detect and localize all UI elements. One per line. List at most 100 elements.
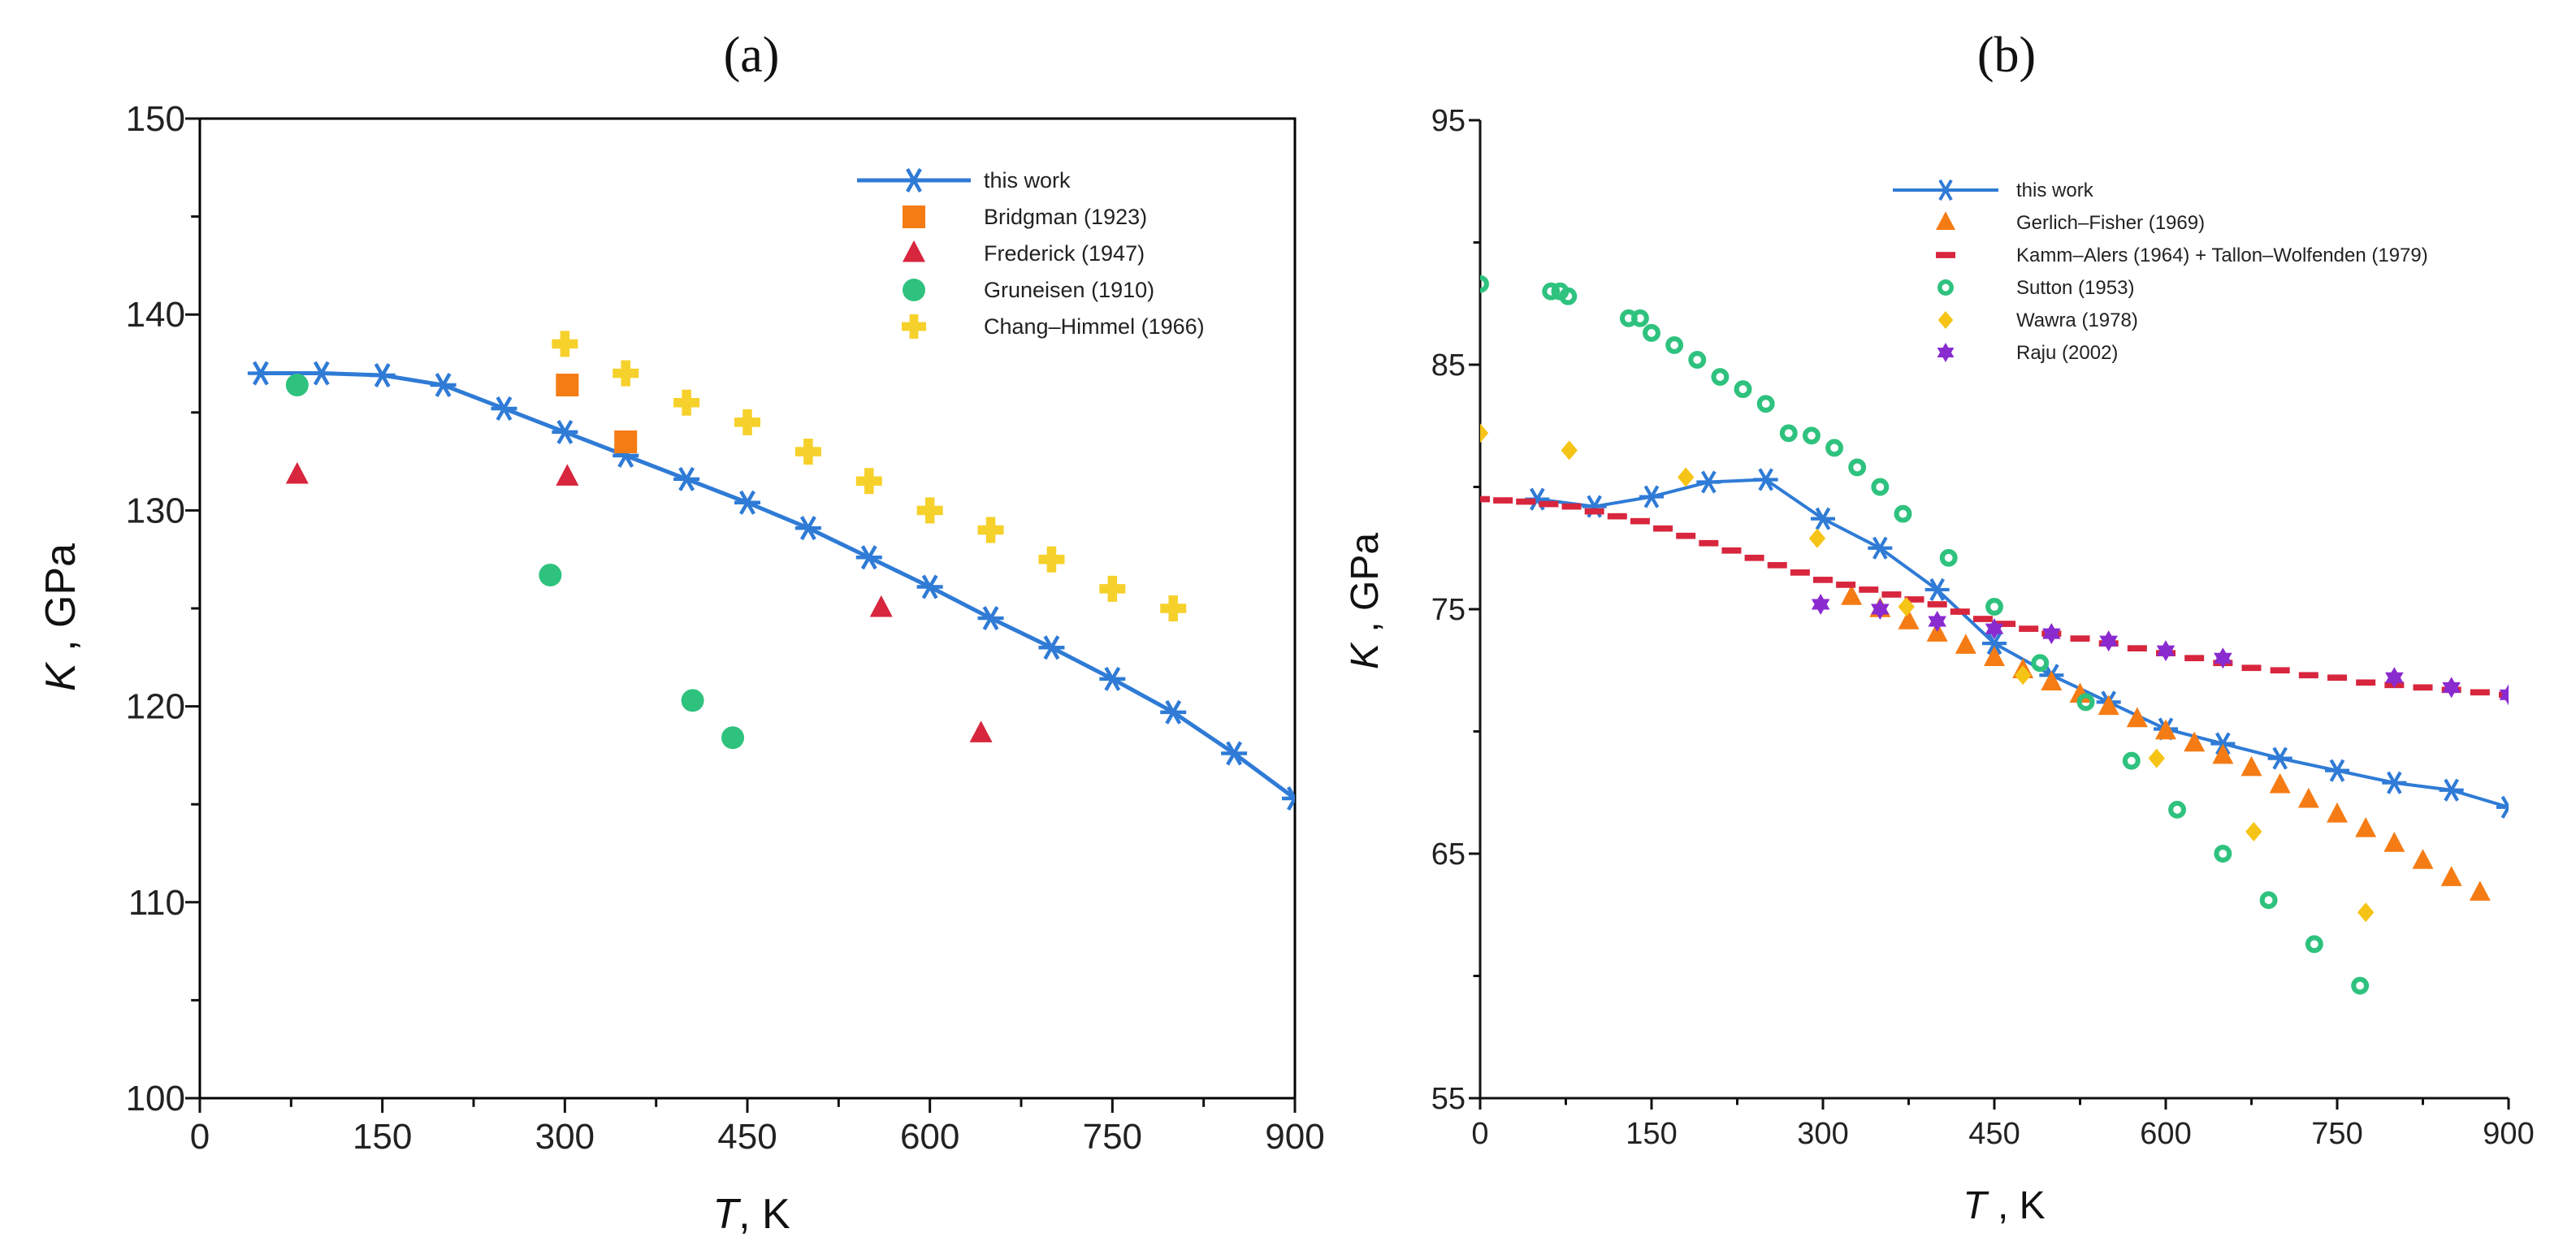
data-point xyxy=(1982,632,2007,655)
y-axis-title: K , GPa xyxy=(1344,533,1387,669)
x-axis-variable: T xyxy=(1963,1184,1989,1227)
data-point xyxy=(1561,440,1578,461)
legend-swatch xyxy=(1937,343,1955,362)
data-point xyxy=(977,517,1004,543)
x-tick-label: 750 xyxy=(2311,1117,2362,1151)
legend-swatch xyxy=(1936,252,1955,258)
data-point xyxy=(2041,670,2063,691)
legend-label: Wawra (1978) xyxy=(2016,309,2138,331)
data-point xyxy=(2148,748,2165,768)
series-line xyxy=(260,371,1295,800)
data-point xyxy=(2168,800,2187,819)
data-point xyxy=(1542,282,1561,301)
data-point xyxy=(2070,635,2090,642)
legend: this work Gerlich–Fisher (1969) Kamm–Alers… xyxy=(1893,179,2428,364)
data-point xyxy=(1630,517,1650,525)
data-point xyxy=(734,409,760,435)
data-point xyxy=(794,439,821,465)
data-point xyxy=(2470,689,2490,696)
legend-item: Bridgman (1923) xyxy=(903,205,1147,229)
x-tick-label: 450 xyxy=(717,1117,777,1157)
legend-swatch xyxy=(903,279,925,301)
x-axis-title: T , K xyxy=(1963,1184,2045,1227)
legend-swatch xyxy=(1936,211,1955,230)
data-point xyxy=(2412,849,2434,869)
data-point xyxy=(1696,470,1721,494)
data-point xyxy=(1811,507,1835,530)
series-chang-himmel-1966 xyxy=(552,331,1187,621)
data-point xyxy=(855,545,882,570)
data-point xyxy=(1898,609,1920,630)
panel-b-label: (b) xyxy=(1977,28,2036,83)
legend-label: Gruneisen (1910) xyxy=(984,278,1154,302)
data-point xyxy=(2269,772,2291,794)
y-tick-label: 140 xyxy=(126,295,185,335)
y-tick-label: 85 xyxy=(1431,348,1466,383)
data-point xyxy=(539,563,562,586)
data-point xyxy=(2351,976,2370,995)
data-point xyxy=(855,468,882,495)
data-point xyxy=(2383,832,2405,852)
data-point xyxy=(1985,618,2004,640)
data-point xyxy=(1939,548,1958,567)
data-point xyxy=(2442,677,2461,699)
series-sutton-1953 xyxy=(1480,275,2370,995)
data-point xyxy=(2496,795,2509,819)
legend-swatch xyxy=(902,314,926,339)
data-point xyxy=(1848,458,1867,477)
data-point xyxy=(2031,654,2050,673)
data-point xyxy=(1160,699,1187,725)
data-point xyxy=(1721,547,1742,554)
series-layer xyxy=(1480,275,2509,995)
data-point xyxy=(1811,593,1830,615)
data-point xyxy=(1950,608,1970,615)
data-point xyxy=(734,490,760,515)
data-point xyxy=(1038,546,1065,573)
legend-label: this work xyxy=(984,168,1071,193)
data-point xyxy=(285,374,309,397)
legend: this work Bridgman (1923) Frederick (1947)… xyxy=(857,168,1205,339)
legend-item: Sutton (1953) xyxy=(1937,277,2134,299)
data-point xyxy=(1653,525,1673,532)
data-point xyxy=(2327,674,2347,681)
plot-area xyxy=(1480,275,2509,995)
plot-area xyxy=(247,331,1295,811)
data-point xyxy=(1480,423,1489,443)
legend-label: this work xyxy=(2016,180,2094,201)
series-wawra-1978 xyxy=(1480,423,2375,923)
y-axis-variable: K xyxy=(37,661,84,691)
legend-swatch xyxy=(1937,311,1954,329)
data-point xyxy=(1099,575,1126,602)
data-point xyxy=(1984,646,2005,666)
data-point xyxy=(2019,625,2039,632)
data-point xyxy=(1676,532,1696,539)
data-point xyxy=(2210,732,2236,755)
legend-label: Frederick (1947) xyxy=(984,241,1145,266)
x-tick-label: 750 xyxy=(1083,1117,1142,1157)
data-point xyxy=(1561,503,1582,510)
data-point xyxy=(552,419,578,444)
legend-item: Gruneisen (1910) xyxy=(903,278,1154,302)
data-point xyxy=(2355,816,2377,837)
x-axis-title: T, K xyxy=(712,1191,790,1238)
data-point xyxy=(2385,667,2404,689)
data-point xyxy=(1493,497,1513,504)
data-point xyxy=(613,360,639,387)
data-point xyxy=(1516,498,1536,505)
data-point xyxy=(2155,719,2176,740)
y-axis-title: K , GPa xyxy=(37,543,84,691)
data-point xyxy=(2298,672,2318,679)
data-point xyxy=(916,574,943,599)
y-tick-label: 65 xyxy=(1431,837,1466,872)
x-tick-label: 600 xyxy=(2140,1117,2191,1151)
data-point xyxy=(1985,598,2003,616)
data-point xyxy=(1678,467,1695,487)
data-point xyxy=(1898,596,1915,617)
legend-swatch xyxy=(903,240,925,262)
legend-item: Frederick (1947) xyxy=(903,240,1145,266)
data-point xyxy=(2098,694,2119,716)
series-layer xyxy=(247,331,1295,811)
data-point xyxy=(977,606,1004,631)
data-point xyxy=(1584,508,1604,515)
data-point xyxy=(2184,731,2206,752)
